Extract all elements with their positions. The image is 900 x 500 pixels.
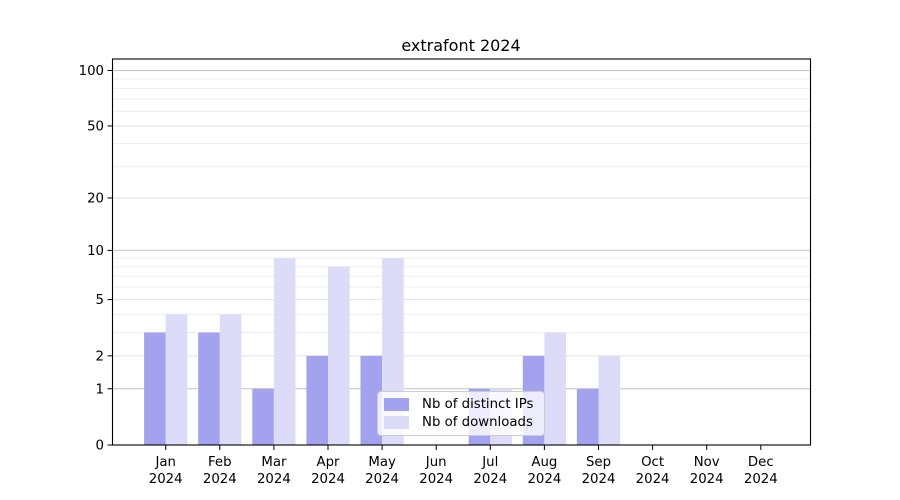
bar-distinct-ips-feb	[198, 332, 220, 445]
bars	[144, 258, 621, 445]
y-tick-label-10: 10	[87, 244, 104, 259]
bar-distinct-ips-mar	[252, 388, 274, 445]
x-tick-year-oct: 2024	[636, 472, 670, 487]
bar-distinct-ips-sep	[576, 388, 599, 445]
y-tick-label-5: 5	[96, 293, 104, 308]
x-tick-label-jan: Jan	[154, 455, 176, 470]
legend-label-distinct-ips: Nb of distinct IPs	[422, 397, 534, 412]
x-tick-label-feb: Feb	[208, 455, 232, 470]
x-tick-label-apr: Apr	[316, 455, 340, 470]
x-tick-label-aug: Aug	[531, 455, 557, 470]
x-tick-year-mar: 2024	[257, 472, 291, 487]
x-tick-year-sep: 2024	[582, 472, 616, 487]
x-tick-year-aug: 2024	[527, 472, 561, 487]
x-tick-label-may: May	[368, 455, 396, 470]
y-tick-label-100: 100	[79, 64, 104, 79]
legend-swatch-downloads	[384, 416, 409, 429]
x-tick-year-apr: 2024	[311, 472, 345, 487]
x-tick-year-nov: 2024	[690, 472, 724, 487]
x-tick-year-jun: 2024	[419, 472, 453, 487]
legend-label-downloads: Nb of downloads	[422, 415, 533, 430]
x-tick-label-sep: Sep	[586, 455, 611, 470]
x-tick-label-oct: Oct	[641, 455, 664, 470]
bar-downloads-mar	[273, 258, 296, 445]
x-tick-label-nov: Nov	[694, 455, 720, 470]
x-tick-year-jan: 2024	[149, 472, 183, 487]
x-tick-label-jul: Jul	[481, 455, 498, 470]
x-tick-year-feb: 2024	[203, 472, 237, 487]
legend-item-distinct-ips: Nb of distinct IPs	[384, 397, 536, 412]
y-tick-label-20: 20	[87, 192, 104, 207]
x-tick-year-dec: 2024	[744, 472, 778, 487]
bar-downloads-jan	[165, 314, 188, 445]
y-tick-label-50: 50	[87, 120, 104, 135]
bar-distinct-ips-apr	[306, 355, 328, 445]
bar-downloads-feb	[219, 314, 242, 445]
x-tick-year-may: 2024	[365, 472, 399, 487]
legend: Nb of distinct IPs Nb of downloads	[377, 391, 545, 436]
legend-swatch-distinct-ips	[384, 398, 409, 411]
y-tick-label-0: 0	[96, 439, 104, 454]
y-minor-gridlines	[112, 78, 811, 334]
bar-distinct-ips-jan	[144, 332, 166, 445]
x-tick-year-jul: 2024	[473, 472, 507, 487]
x-axis-ticks: Jan 2024 Feb 2024 Mar 2024 Apr 2024 May 2024 Jun 20…	[149, 445, 778, 487]
bar-downloads-aug	[544, 332, 566, 445]
bar-distinct-ips-may	[360, 355, 383, 445]
x-tick-label-dec: Dec	[748, 455, 774, 470]
legend-item-downloads: Nb of downloads	[384, 415, 536, 430]
chart-title: extrafont 2024	[401, 36, 521, 55]
y-tick-label-1: 1	[96, 382, 104, 397]
bar-downloads-sep	[598, 355, 621, 445]
plot-border	[111, 58, 812, 446]
y-tick-label-2: 2	[96, 349, 104, 364]
x-tick-label-jun: Jun	[425, 455, 447, 470]
y-axis-ticks: 0 1 2 5 10 20 50 100	[79, 64, 113, 454]
x-tick-label-mar: Mar	[261, 455, 287, 470]
bar-downloads-apr	[328, 266, 350, 445]
